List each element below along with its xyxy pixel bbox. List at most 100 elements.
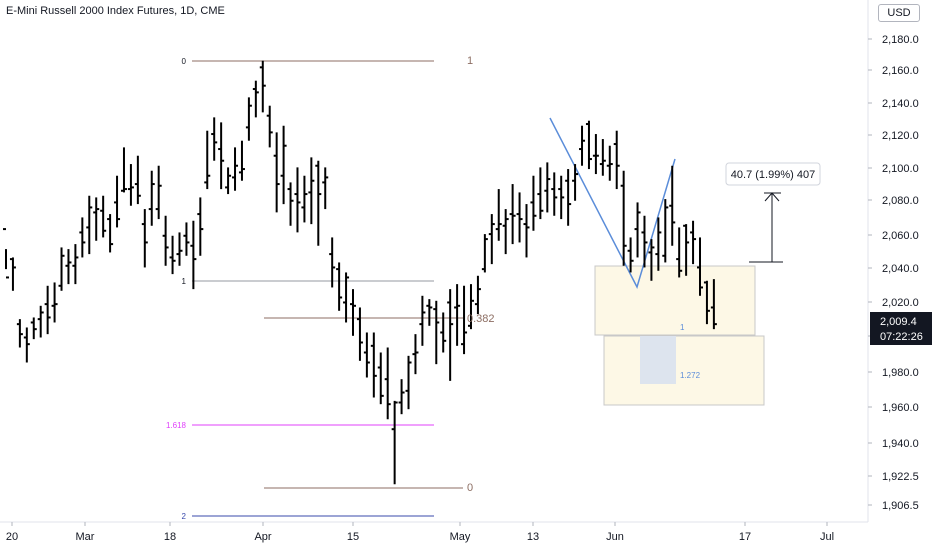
ohlc-bar bbox=[419, 295, 426, 346]
projection-box-lower bbox=[603, 335, 765, 406]
current-price-badge bbox=[870, 312, 932, 345]
symbol-title: E-Mini Russell 2000 Index Futures, 1D, C… bbox=[6, 5, 225, 17]
ohlc-bar bbox=[683, 224, 690, 276]
projection-label: 1.272 bbox=[680, 371, 701, 380]
ohlc-bar bbox=[218, 122, 225, 190]
ohlc-bar bbox=[197, 197, 204, 256]
ohlc-bar bbox=[440, 312, 447, 353]
time-tick-label: Mar bbox=[76, 531, 95, 543]
ohlc-bar bbox=[384, 347, 391, 420]
ohlc-bar bbox=[336, 262, 343, 311]
ohlc-bar bbox=[544, 162, 551, 213]
price-tick-label: 2,160.0 bbox=[882, 65, 919, 77]
ohlc-bar bbox=[669, 165, 676, 246]
ohlc-bar bbox=[509, 184, 516, 245]
ohlc-bar bbox=[461, 285, 468, 355]
ohlc-bar bbox=[148, 170, 155, 226]
ohlc-bar bbox=[516, 192, 523, 243]
ohlc-bar bbox=[488, 214, 495, 265]
time-tick-label: Jun bbox=[606, 531, 624, 543]
ohlc-bar bbox=[391, 400, 398, 485]
drawing-tools-layer bbox=[192, 60, 783, 517]
price-tick-label: 2,060.0 bbox=[882, 230, 919, 242]
drawing-labels: 0 1 1 0.382 1.618 0 2 1 1.272 40.7 (1.99%) 407 bbox=[166, 55, 821, 521]
ohlc-bar bbox=[155, 165, 162, 220]
ohlc-bar bbox=[502, 209, 509, 255]
ohlc-bar bbox=[107, 214, 114, 253]
price-axis[interactable]: 2,180.0 2,160.0 2,140.0 2,120.0 2,100.0 2,080… bbox=[867, 0, 932, 522]
ohlc-bar bbox=[259, 60, 266, 113]
ohlc-bar bbox=[127, 164, 134, 206]
time-axis[interactable]: 20 Mar 18 Apr 15 May 13 Jun 17 Jul bbox=[0, 521, 868, 543]
ohlc-bar bbox=[537, 167, 544, 220]
ohlc-bar bbox=[176, 232, 183, 266]
ohlc-bar bbox=[329, 237, 336, 288]
ohlc-bar bbox=[232, 147, 239, 191]
ohlc-bar bbox=[697, 237, 703, 296]
fib-label: 2 bbox=[182, 512, 187, 521]
ohlc-bar bbox=[474, 275, 481, 315]
ohlc-bar bbox=[280, 125, 287, 205]
ohlc-bar bbox=[134, 155, 141, 205]
ohlc-bar bbox=[190, 220, 197, 290]
time-tick-label: 20 bbox=[6, 531, 18, 543]
ohlc-bar bbox=[710, 279, 717, 330]
ohlc-bar bbox=[65, 249, 72, 285]
ohlc-bar bbox=[592, 134, 599, 175]
ohlc-bar bbox=[572, 164, 579, 201]
ohlc-bar bbox=[37, 305, 44, 338]
price-tick-label: 2,080.0 bbox=[882, 195, 919, 207]
time-tick-label: May bbox=[450, 531, 471, 543]
ohlc-bar bbox=[308, 157, 315, 225]
price-tick-label: 1,906.5 bbox=[882, 500, 919, 512]
ohlc-bar bbox=[676, 227, 683, 278]
ohlc-bar bbox=[412, 334, 419, 375]
price-tick-label: 1,922.5 bbox=[882, 471, 919, 483]
ohlc-bar bbox=[315, 160, 322, 246]
fib-label: 0.382 bbox=[467, 313, 495, 325]
ohlc-bar bbox=[530, 175, 537, 231]
ohlc-bar bbox=[120, 147, 127, 193]
ohlc-bar bbox=[322, 167, 329, 210]
ohlc-bars bbox=[3, 60, 717, 485]
price-tick-label: 1,980.0 bbox=[882, 367, 919, 379]
ohlc-bar bbox=[86, 195, 93, 255]
ohlc-bar bbox=[523, 204, 530, 258]
ohlc-bar bbox=[495, 189, 502, 241]
fib-label: 0 bbox=[467, 482, 473, 494]
ohlc-bar bbox=[467, 284, 474, 330]
price-tick-label: 1,940.0 bbox=[882, 438, 919, 450]
measure-label-box bbox=[725, 162, 821, 186]
fib-label: 0 bbox=[182, 57, 187, 66]
ohlc-bar bbox=[481, 234, 488, 273]
ohlc-bar bbox=[301, 175, 308, 223]
ohlc-bar bbox=[273, 132, 280, 213]
ohlc-bar bbox=[23, 327, 30, 363]
ohlc-bar bbox=[58, 247, 65, 291]
ohlc-bar bbox=[690, 220, 697, 265]
ohlc-bar bbox=[183, 222, 190, 256]
ohlc-bar bbox=[585, 120, 592, 170]
projection-extension-fill bbox=[640, 336, 676, 384]
ohlc-bar bbox=[343, 272, 350, 323]
ohlc-bar bbox=[266, 105, 273, 148]
price-tick-label: 2,040.0 bbox=[882, 263, 919, 275]
ohlc-bar bbox=[16, 319, 23, 348]
currency-button[interactable]: USD bbox=[878, 4, 920, 22]
ohlc-bar bbox=[30, 317, 37, 340]
ohlc-bar bbox=[356, 307, 363, 361]
ohlc-bar bbox=[363, 332, 370, 378]
ohlc-bar bbox=[641, 215, 648, 268]
ohlc-bar bbox=[613, 130, 620, 190]
ohlc-bar bbox=[72, 244, 79, 285]
ohlc-bar bbox=[662, 199, 669, 263]
ohlc-bar bbox=[627, 237, 634, 273]
pattern-line bbox=[549, 117, 676, 290]
ohlc-bar bbox=[51, 282, 58, 323]
time-tick-label: Jul bbox=[820, 531, 834, 543]
ohlc-bar bbox=[398, 379, 405, 415]
time-tick-label: Apr bbox=[254, 531, 271, 543]
ohlc-bar bbox=[79, 217, 86, 258]
projection-label: 1 bbox=[680, 323, 685, 332]
